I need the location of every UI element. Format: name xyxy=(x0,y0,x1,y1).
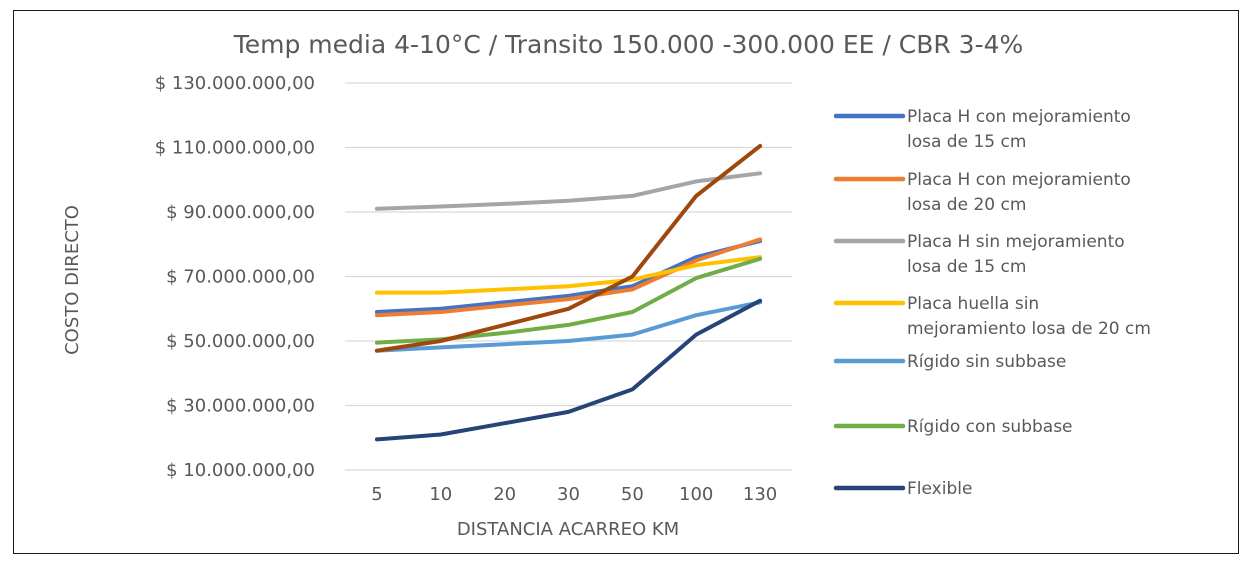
y-tick-label: $ 50.000.000,00 xyxy=(166,331,315,352)
legend-entry-label: Placa H sin mejoramiento xyxy=(907,232,1125,252)
x-tick-label: 50 xyxy=(621,484,644,505)
series-line-5 xyxy=(374,300,763,353)
x-tick-label: 5 xyxy=(371,484,382,505)
series-line-3 xyxy=(374,171,763,211)
legend-entry-label: losa de 15 cm xyxy=(907,257,1026,277)
y-tick-label: $ 110.000.000,00 xyxy=(155,138,315,159)
x-tick-label: 20 xyxy=(493,484,516,505)
series-lines xyxy=(374,143,763,442)
legend-entry-label: losa de 20 cm xyxy=(907,195,1026,215)
y-tick-label: $ 70.000.000,00 xyxy=(166,267,315,288)
legend-entry-label: losa de 15 cm xyxy=(907,132,1026,152)
y-tick-label: $ 90.000.000,00 xyxy=(166,202,315,223)
y-axis-ticks: $ 10.000.000,00 $ 30.000.000,00 $ 50.000.0… xyxy=(155,73,315,481)
x-tick-label: 130 xyxy=(743,484,777,505)
y-axis-title: COSTO DIRECTO xyxy=(62,205,83,355)
legend: Placa H con mejoramiento losa de 15 cm Pla… xyxy=(833,107,1151,499)
y-tick-label: $ 130.000.000,00 xyxy=(155,73,315,94)
series-line-7 xyxy=(374,298,763,442)
legend-entry-label: Placa huella sin xyxy=(907,294,1039,314)
legend-entry-label: mejoramiento losa de 20 cm xyxy=(907,319,1151,339)
legend-entry-label: Flexible xyxy=(907,479,972,499)
x-tick-label: 100 xyxy=(679,484,713,505)
x-tick-label: 10 xyxy=(429,484,452,505)
x-axis-ticks: 5 10 20 30 50 100 130 xyxy=(371,484,777,505)
series-line-1 xyxy=(374,239,763,314)
chart-title: Temp media 4-10°C / Transito 150.000 -30… xyxy=(233,30,1024,59)
y-tick-label: $ 10.000.000,00 xyxy=(166,460,315,481)
y-tick-label: $ 30.000.000,00 xyxy=(166,396,315,417)
x-axis-title: DISTANCIA ACARREO KM xyxy=(457,519,679,540)
series-line-2 xyxy=(374,237,763,318)
series-line-8 xyxy=(374,143,763,353)
series-line-4 xyxy=(374,255,763,295)
legend-entry-label: Placa H con mejoramiento xyxy=(907,107,1131,127)
x-tick-label: 30 xyxy=(557,484,580,505)
legend-entry-label: Rígido sin subbase xyxy=(907,352,1066,372)
legend-entry-label: Placa H con mejoramiento xyxy=(907,170,1131,190)
legend-entry-label: Rígido con subbase xyxy=(907,417,1073,437)
